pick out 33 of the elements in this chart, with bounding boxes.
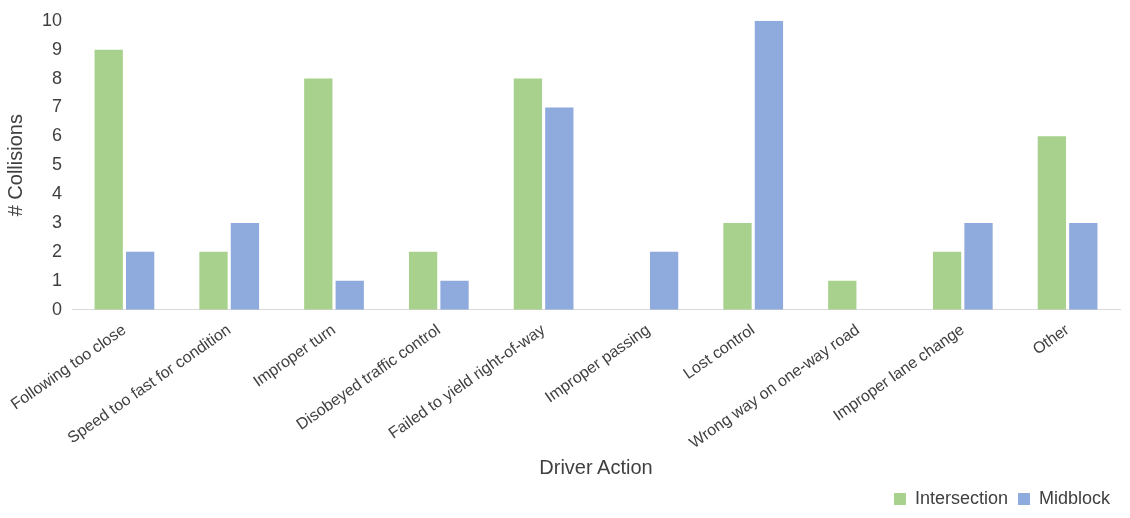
y-tick-label: 0 bbox=[52, 298, 63, 319]
bar bbox=[335, 280, 364, 310]
bar bbox=[1069, 222, 1098, 310]
y-tick-label: 2 bbox=[52, 240, 63, 261]
y-tick-label: 9 bbox=[52, 38, 63, 59]
y-tick-label: 7 bbox=[52, 96, 63, 117]
y-tick-label: 3 bbox=[52, 211, 63, 232]
bar bbox=[828, 280, 857, 310]
bar bbox=[408, 251, 438, 310]
bar bbox=[932, 251, 962, 310]
bar bbox=[754, 20, 784, 310]
y-tick-label: 6 bbox=[52, 125, 63, 146]
bar bbox=[230, 222, 260, 310]
bar bbox=[513, 78, 543, 310]
bar bbox=[649, 251, 679, 310]
bar bbox=[545, 107, 574, 310]
y-tick-label: 5 bbox=[52, 154, 63, 175]
bar bbox=[964, 222, 993, 310]
y-tick-label: 4 bbox=[52, 183, 63, 204]
bar bbox=[94, 49, 123, 310]
bar bbox=[125, 251, 155, 310]
bar bbox=[199, 251, 228, 310]
y-axis-title: # Collisions bbox=[3, 114, 26, 217]
y-tick-label: 8 bbox=[52, 67, 63, 88]
legend-label: Intersection bbox=[914, 487, 1008, 508]
bar bbox=[723, 222, 752, 310]
legend-label: Midblock bbox=[1038, 487, 1111, 508]
y-tick-label: 10 bbox=[41, 9, 63, 30]
bar bbox=[440, 280, 469, 310]
y-tick-label: 1 bbox=[52, 269, 63, 290]
bar bbox=[304, 78, 333, 310]
x-axis-title: Driver Action bbox=[539, 455, 653, 478]
bar bbox=[1037, 136, 1067, 310]
